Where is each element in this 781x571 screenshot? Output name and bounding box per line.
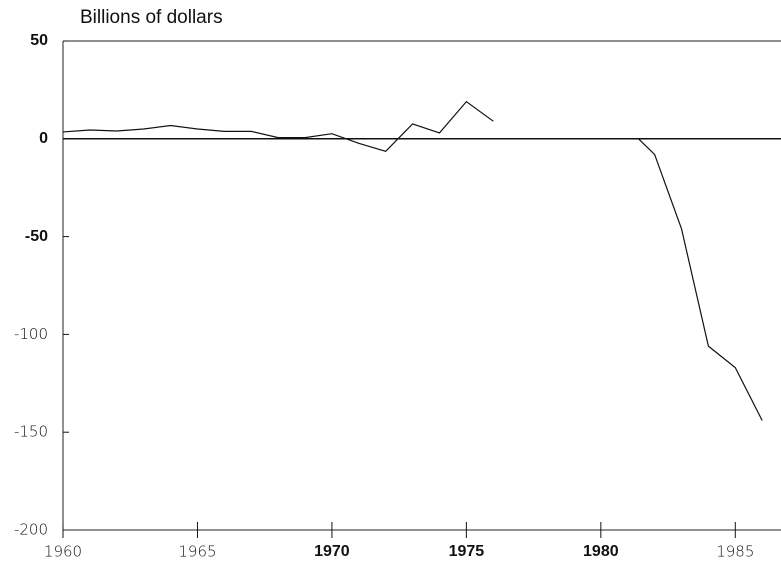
x-tick-label: 1960 — [44, 543, 82, 561]
x-tick-label: 1985 — [716, 543, 754, 561]
x-tick-label: 1975 — [449, 543, 485, 560]
axis-title: Billions of dollars — [80, 7, 223, 28]
y-tick-label: 50 — [30, 32, 48, 49]
y-tick-label: -100 — [14, 325, 48, 343]
line — [62, 100, 763, 421]
y-tick-label: -200 — [14, 521, 48, 539]
x-tick-label: 1965 — [178, 543, 216, 561]
x-tick-label: 1980 — [583, 543, 619, 560]
y-tick-label: 0 — [39, 130, 48, 147]
y-tick-label: -50 — [25, 228, 48, 245]
x-tick-label: 1970 — [314, 543, 350, 560]
y-tick-label: -150 — [14, 423, 48, 441]
